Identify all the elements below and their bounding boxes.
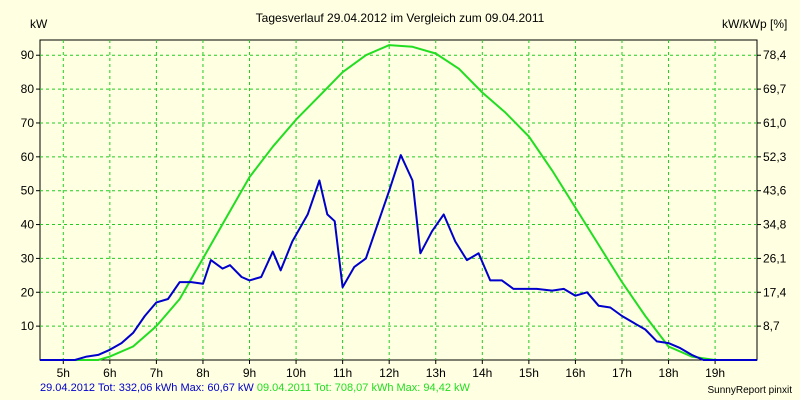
plot-area: [39, 39, 758, 361]
chart-title: Tagesverlauf 29.04.2012 im Vergleich zum…: [256, 11, 545, 25]
y-tick-label-left: 50: [21, 184, 35, 198]
y-axis-right: 8,7 17,4 26,1 34,8 43,6 52,3 61,0 69,7 78,4: [757, 48, 787, 333]
x-tick-label: 13h: [426, 366, 446, 380]
y-tick-label-right: 17,4: [763, 285, 787, 299]
x-tick-label: 18h: [659, 366, 679, 380]
x-axis: 5h 6h 7h 8h 9h 10h 11h 12h 13h 14h 15h 16h 17h 18h 19h: [57, 360, 725, 380]
x-tick-label: 5h: [57, 366, 70, 380]
y-tick-label-left: 70: [21, 116, 35, 130]
y-tick-label-right: 43,6: [763, 184, 787, 198]
y-tick-label-left: 20: [21, 285, 35, 299]
y-tick-label-left: 10: [21, 319, 35, 333]
x-tick-label: 8h: [196, 366, 209, 380]
x-tick-label: 15h: [519, 366, 539, 380]
series-line-2: [40, 44, 757, 361]
x-tick-label: 10h: [286, 366, 306, 380]
x-tick-label: 7h: [150, 366, 163, 380]
series-group: [40, 44, 757, 361]
y-tick-label-left: 60: [21, 150, 35, 164]
y-axis-left: 10 20 30 40 50 60 70 80 90: [21, 48, 40, 333]
y-tick-label-right: 61,0: [763, 116, 787, 130]
legend-series-1: 29.04.2012 Tot: 332,06 kWh Max: 60,67 kW: [40, 382, 254, 394]
y-axis-right-label: kW/kWp [%]: [722, 17, 787, 31]
y-axis-left-label: kW: [30, 17, 48, 31]
legend-series-2: 09.04.2011 Tot: 708,07 kWh Max: 94,42 kW: [256, 382, 470, 394]
credit-label: SunnyReport pinxit: [707, 385, 793, 396]
y-tick-label-left: 40: [21, 218, 35, 232]
y-tick-label-left: 30: [21, 251, 35, 265]
x-tick-label: 11h: [333, 366, 352, 380]
x-tick-label: 17h: [612, 366, 632, 380]
series-line-1: [40, 154, 757, 361]
x-tick-label: 6h: [103, 366, 116, 380]
x-tick-label: 19h: [705, 366, 725, 380]
footer-legend: 29.04.2012 Tot: 332,06 kWh Max: 60,67 kW…: [40, 382, 470, 394]
y-tick-label-right: 78,4: [763, 48, 787, 62]
y-tick-label-right: 52,3: [763, 150, 787, 164]
y-tick-label-right: 26,1: [763, 251, 787, 265]
x-tick-label: 16h: [565, 366, 585, 380]
y-tick-label-right: 34,8: [763, 218, 787, 232]
y-tick-label-left: 90: [21, 48, 35, 62]
x-tick-label: 9h: [243, 366, 256, 380]
y-tick-label-left: 80: [21, 82, 35, 96]
x-tick-label: 14h: [472, 366, 492, 380]
y-tick-label-right: 69,7: [763, 82, 787, 96]
gridlines: [40, 40, 757, 360]
y-tick-label-right: 8,7: [763, 319, 780, 333]
x-tick-label: 12h: [379, 366, 399, 380]
